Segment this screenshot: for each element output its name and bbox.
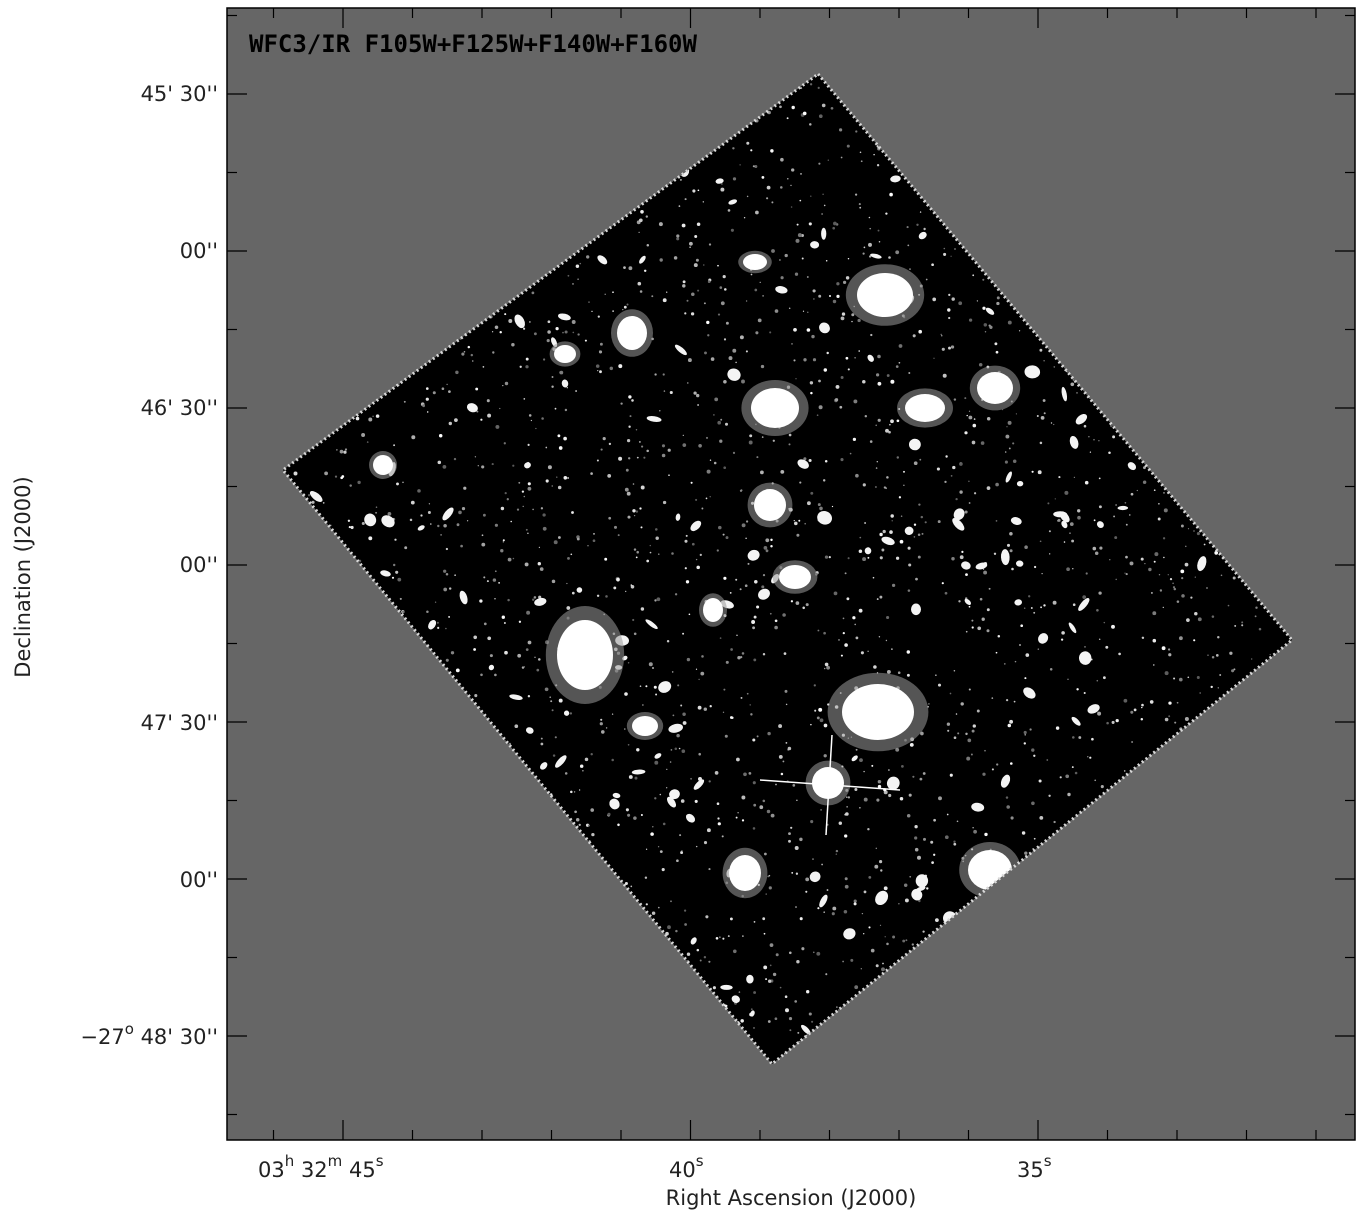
x-tick-label: 03h 32m 45s	[258, 1152, 384, 1182]
x-axis-label: Right Ascension (J2000)	[666, 1186, 917, 1210]
x-tick-labels: 03h 32m 45s 40s 35s	[258, 1152, 1052, 1182]
y-tick-label: 00''	[180, 553, 218, 577]
y-tick-dms: 48' 30''	[141, 1025, 218, 1049]
y-tick-deg-sup: o	[125, 1020, 134, 1038]
y-tick-labels: 45' 30'' 00'' 46' 30'' 00'' 47' 30'' 00'…	[80, 82, 218, 1049]
image-title: WFC3/IR F105W+F125W+F140W+F160W	[249, 30, 697, 58]
y-tick-label: 00''	[180, 868, 218, 892]
y-tick-label: 45' 30''	[141, 82, 218, 106]
x-tick-label: 40s	[669, 1152, 704, 1182]
y-tick-label: 46' 30''	[141, 396, 218, 420]
y-tick-deg: −27	[80, 1025, 124, 1049]
y-tick-label: −27o 48' 30''	[80, 1020, 218, 1049]
y-tick-label: 00''	[180, 239, 218, 263]
plot-frame	[226, 7, 1356, 1141]
axis-ticks	[227, 8, 1355, 1140]
y-axis-label: Declination (J2000)	[11, 476, 35, 677]
x-tick-label: 35s	[1017, 1152, 1052, 1182]
y-tick-label: 47' 30''	[141, 711, 218, 735]
